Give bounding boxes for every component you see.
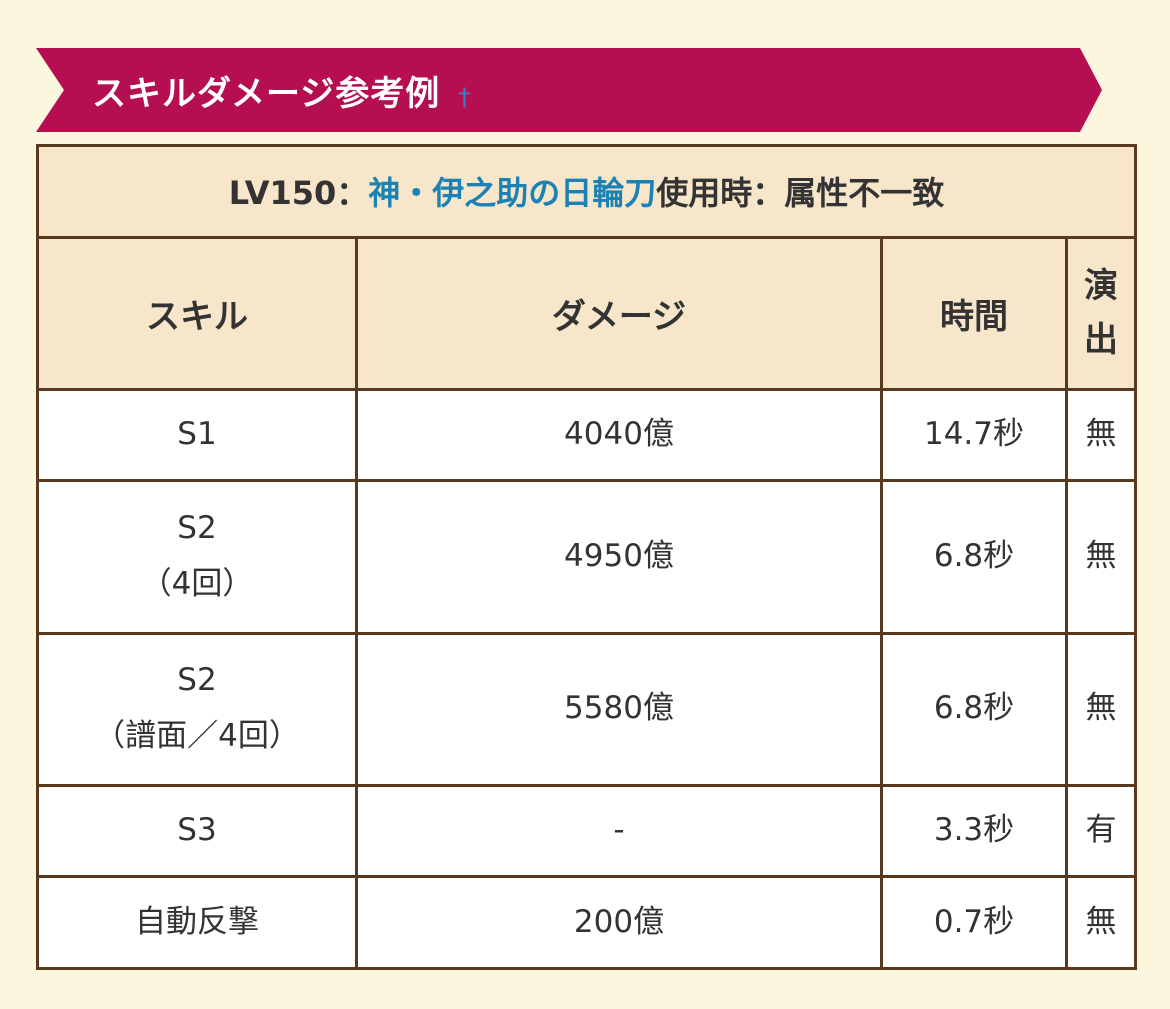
- caption-condition: 使用時：属性不一致: [656, 174, 945, 213]
- skill-cell: S2 （譜面／4回）: [36, 631, 358, 787]
- damage-cell: 4040億: [355, 387, 883, 483]
- skill-name: S1: [177, 416, 217, 453]
- section-title: スキルダメージ参考例: [92, 73, 441, 114]
- table-caption: LV150：神・伊之助の日輪刀使用時：属性不一致: [35, 144, 1138, 239]
- skill-cell: 自動反撃: [36, 875, 358, 970]
- skill-name: S2: [177, 662, 217, 699]
- table-row: S3 - 3.3秒 有: [36, 783, 1138, 879]
- table-row: 自動反撃 200億 0.7秒 無: [36, 875, 1138, 970]
- skill-cell: S1: [36, 387, 358, 483]
- skill-damage-table: LV150：神・伊之助の日輪刀使用時：属性不一致 スキル ダメージ 時間 演 出…: [35, 144, 1138, 970]
- damage-cell: 200億: [355, 875, 883, 970]
- table-row: S1 4040億 14.7秒 無: [36, 387, 1138, 483]
- damage-cell: 5580億: [355, 631, 883, 787]
- caption-level: LV150：: [228, 174, 369, 213]
- skill-note: （譜面／4回）: [94, 718, 300, 755]
- dagger-anchor-icon[interactable]: †: [458, 83, 471, 111]
- damage-cell: 4950億: [355, 479, 883, 635]
- effect-cell: 有: [1064, 783, 1138, 879]
- skill-cell: S3: [36, 783, 358, 879]
- skill-name: 自動反撃: [135, 903, 259, 940]
- section-heading: スキルダメージ参考例 †: [36, 48, 1102, 132]
- time-cell: 14.7秒: [880, 387, 1068, 483]
- header-effect-line2: 出: [1084, 320, 1119, 361]
- skill-note: （4回）: [140, 565, 254, 602]
- table-header-row: スキル ダメージ 時間 演 出: [36, 235, 1138, 391]
- weapon-link[interactable]: 神・伊之助の日輪刀: [368, 174, 657, 213]
- table-caption-row: LV150：神・伊之助の日輪刀使用時：属性不一致: [35, 144, 1138, 239]
- time-cell: 6.8秒: [880, 479, 1068, 635]
- header-effect: 演 出: [1064, 235, 1138, 391]
- effect-cell: 無: [1064, 387, 1138, 483]
- header-time: 時間: [880, 235, 1068, 391]
- header-skill: スキル: [36, 235, 358, 391]
- header-damage: ダメージ: [355, 235, 883, 391]
- skill-cell: S2 （4回）: [36, 479, 358, 635]
- table-row: S2 （4回） 4950億 6.8秒 無: [36, 479, 1138, 635]
- effect-cell: 無: [1064, 479, 1138, 635]
- time-cell: 6.8秒: [880, 631, 1068, 787]
- table-row: S2 （譜面／4回） 5580億 6.8秒 無: [36, 631, 1138, 787]
- time-cell: 3.3秒: [880, 783, 1068, 879]
- effect-cell: 無: [1064, 631, 1138, 787]
- effect-cell: 無: [1064, 875, 1138, 970]
- header-effect-line1: 演: [1084, 265, 1119, 306]
- skill-name: S2: [177, 510, 217, 547]
- skill-name: S3: [177, 812, 217, 849]
- time-cell: 0.7秒: [880, 875, 1068, 970]
- damage-cell: -: [355, 783, 883, 879]
